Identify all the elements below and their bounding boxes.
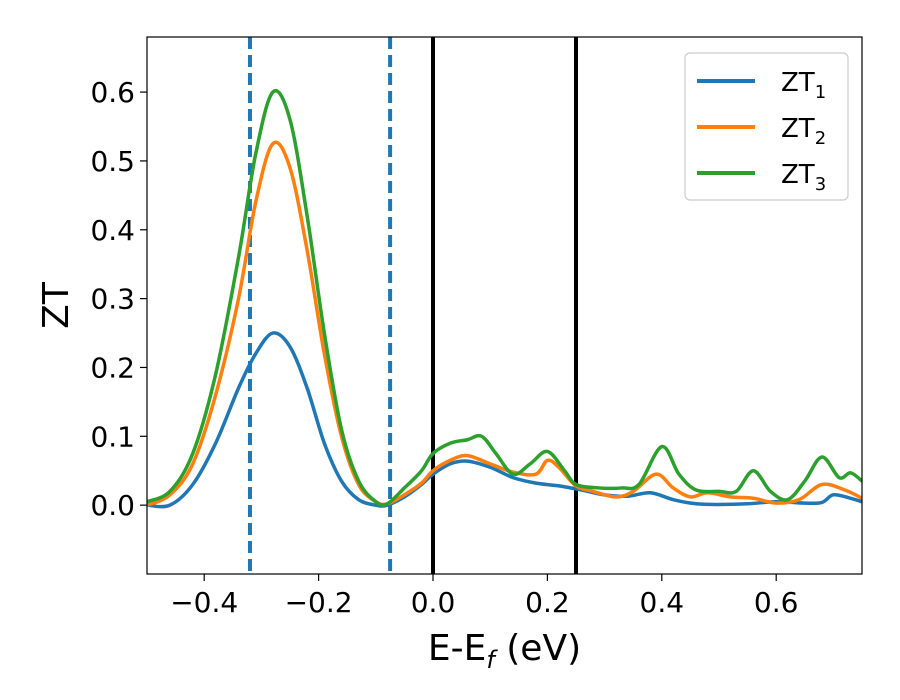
y-tick-label: 0.5 (90, 145, 135, 178)
y-axis: 0.0 0.1 0.2 0.3 0.4 0.5 0.6 (90, 76, 147, 522)
y-tick-label: 0.2 (90, 351, 135, 384)
series-line-zt1 (147, 331, 862, 509)
x-axis-title-main: E-E (428, 628, 486, 669)
x-axis-title-unit: (eV) (495, 628, 581, 669)
legend-label-zt1: ZT1 (781, 68, 826, 103)
x-tick-label: 0.0 (411, 586, 456, 619)
y-tick-label: 0.1 (90, 420, 135, 453)
x-tick-label: 0.4 (640, 586, 685, 619)
x-tick-label: −0.4 (170, 586, 238, 619)
series-line-zt3 (147, 89, 862, 507)
y-axis-title: ZT (36, 281, 77, 329)
series-layer (147, 89, 862, 509)
x-axis-title: E-Ef (eV) (428, 628, 581, 674)
legend-label-zt3: ZT3 (781, 160, 826, 195)
y-tick-label: 0.3 (90, 283, 135, 316)
legend: ZT1 ZT2 ZT3 (684, 52, 849, 201)
legend-label-zt2: ZT2 (781, 114, 826, 149)
series-line-zt2 (147, 140, 862, 507)
y-tick-label: 0.0 (90, 489, 135, 522)
legend-box (684, 52, 849, 201)
y-tick-label: 0.4 (90, 214, 135, 247)
x-tick-label: −0.2 (285, 586, 353, 619)
x-tick-label: 0.6 (754, 586, 799, 619)
x-axis: −0.4 −0.2 0.0 0.2 0.4 0.6 (170, 574, 798, 619)
plot-frame (146, 36, 863, 575)
vertical-reference-lines (247, 37, 578, 574)
y-tick-label: 0.6 (90, 76, 135, 109)
x-tick-label: 0.2 (525, 586, 570, 619)
